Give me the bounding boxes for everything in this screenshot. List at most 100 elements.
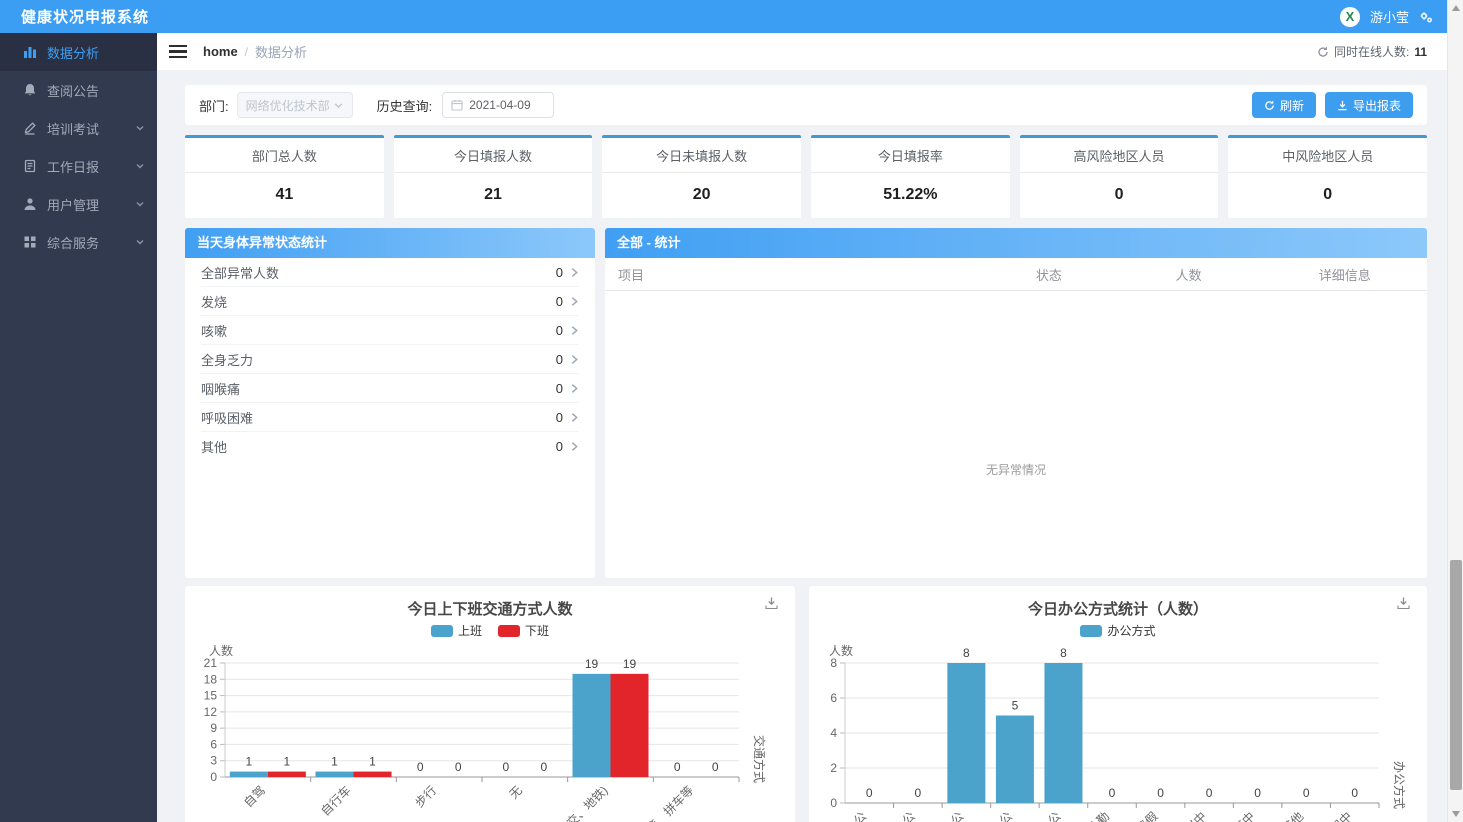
- refresh-circle-icon[interactable]: [1317, 46, 1329, 58]
- svg-text:3: 3: [210, 754, 217, 768]
- breadcrumb-home[interactable]: home: [203, 44, 238, 59]
- settings-gears-icon[interactable]: [1419, 10, 1433, 24]
- chevron-down-icon: [135, 199, 145, 209]
- svg-text:8: 8: [830, 656, 837, 670]
- svg-text:19: 19: [585, 657, 599, 671]
- stat-label: 部门总人数: [185, 138, 384, 173]
- sidebar-item-integrated-services[interactable]: 综合服务: [0, 223, 157, 261]
- sidebar-item-training-exam[interactable]: 培训考试: [0, 109, 157, 147]
- svg-text:0: 0: [1109, 786, 1116, 800]
- stat-card-mid-risk: 中风险地区人员 0: [1228, 135, 1428, 218]
- refresh-button[interactable]: 刷新: [1251, 92, 1316, 118]
- svg-text:0: 0: [210, 770, 217, 784]
- svg-text:自行车: 自行车: [318, 783, 354, 819]
- svg-text:6: 6: [210, 737, 217, 751]
- svg-text:办公方式: 办公方式: [1392, 761, 1407, 809]
- svg-text:公司办公: 公司办公: [922, 809, 967, 822]
- svg-text:0: 0: [1351, 786, 1358, 800]
- abnormal-item-value: 0: [555, 380, 563, 396]
- svg-text:21: 21: [204, 656, 218, 670]
- sidebar-item-label: 培训考试: [47, 121, 100, 137]
- hamburger-menu-icon[interactable]: [169, 44, 187, 59]
- breadcrumb-current: 数据分析: [255, 45, 308, 60]
- chevron-right-icon: [570, 354, 579, 365]
- online-count-value: 11: [1414, 44, 1427, 59]
- scrollbar-thumb[interactable]: [1450, 560, 1462, 790]
- chevron-down-icon: [333, 100, 344, 111]
- user-avatar[interactable]: X: [1339, 6, 1360, 27]
- abnormal-list-item[interactable]: 其他 0: [201, 432, 579, 461]
- vertical-scrollbar[interactable]: [1447, 0, 1463, 822]
- abnormal-panel-title: 当天身体异常状态统计: [185, 228, 595, 258]
- sidebar: 数据分析 查阅公告 培训考试 工作日报: [0, 33, 157, 822]
- svg-text:1: 1: [283, 755, 290, 769]
- legend-item-shangban[interactable]: 上班: [430, 622, 482, 639]
- scroll-up-arrow[interactable]: [1448, 0, 1463, 16]
- svg-text:15: 15: [204, 689, 218, 703]
- export-report-button[interactable]: 导出报表: [1324, 92, 1413, 118]
- svg-text:18: 18: [204, 672, 218, 686]
- svg-text:0: 0: [830, 796, 837, 810]
- stat-value: 0: [1323, 186, 1333, 203]
- sidebar-item-label: 工作日报: [47, 159, 100, 175]
- abnormal-item-value: 0: [555, 351, 563, 367]
- svg-text:19: 19: [623, 657, 637, 671]
- abnormal-item-value: 0: [555, 439, 563, 454]
- sidebar-item-user-management[interactable]: 用户管理: [0, 185, 157, 223]
- commute-bar-chart[interactable]: 0 3 6 9 12 15 18 21 自驾 1 1 自行车 1 1 步行 0 0 无 0 0 公共交通(公交、地铁) 1…: [185, 641, 785, 822]
- svg-text:0: 0: [866, 786, 873, 800]
- department-select-value: 网络优化技术部: [245, 98, 330, 113]
- download-image-icon[interactable]: [1396, 596, 1411, 616]
- column-header-details: 详细信息: [1318, 267, 1371, 283]
- sidebar-item-announcements[interactable]: 查阅公告: [0, 71, 157, 109]
- legend-item-xiaban[interactable]: 下班: [498, 622, 549, 639]
- sidebar-item-daily-report[interactable]: 工作日报: [0, 147, 157, 185]
- online-count-label: 同时在线人数:: [1333, 45, 1410, 59]
- svg-text:请假: 请假: [1134, 809, 1161, 822]
- date-picker[interactable]: 2021-04-09: [442, 92, 555, 118]
- bell-icon: [22, 83, 37, 98]
- abnormal-item-label: 全身乏力: [201, 352, 254, 368]
- svg-text:其他: 其他: [1279, 809, 1306, 822]
- download-image-icon[interactable]: [764, 596, 779, 616]
- legend-label: 下班: [525, 624, 550, 638]
- stat-value: 41: [275, 186, 294, 203]
- svg-text:1: 1: [331, 755, 338, 769]
- sidebar-item-label: 综合服务: [47, 235, 100, 251]
- app-title: 健康状况申报系统: [21, 9, 150, 26]
- workmode-bar-chart[interactable]: 02468远程居家办公0远程宿舍办公0公司办公8驻点办公5客户处办公8外勤0请假…: [809, 641, 1427, 822]
- svg-text:远程居家办公: 远程居家办公: [809, 809, 869, 822]
- stat-card-unreported: 今日未填报人数 20: [602, 135, 802, 218]
- svg-text:5: 5: [1012, 699, 1019, 713]
- abnormal-list-item[interactable]: 呼吸困难 0: [201, 403, 579, 432]
- abnormal-list-item[interactable]: 发烧 0: [201, 287, 579, 316]
- abnormal-status-panel: 当天身体异常状态统计 全部异常人数 0 发烧 0 咳嗽 0 全身乏力 0 咽喉痛 0 呼吸困难 0 其他…: [185, 228, 595, 578]
- svg-text:自驾: 自驾: [241, 783, 268, 810]
- svg-text:2: 2: [830, 761, 837, 775]
- refresh-button-label: 刷新: [1279, 98, 1304, 113]
- department-select[interactable]: 网络优化技术部: [236, 92, 353, 118]
- svg-text:8: 8: [1060, 646, 1067, 660]
- svg-text:步行: 步行: [412, 783, 439, 810]
- svg-text:人数: 人数: [209, 643, 233, 658]
- svg-text:1: 1: [369, 755, 376, 769]
- workmode-chart-card: 今日办公方式统计（人数） 办公方式 02468远程居家办公0远程宿舍办公0公司办…: [809, 586, 1427, 822]
- charts-row: 今日上下班交通方式人数 上班 下班 0 3 6 9 12 15 18 21 自驾 1 1 自行车 1 1 步…: [185, 586, 1427, 822]
- sidebar-item-data-analysis[interactable]: 数据分析: [0, 33, 157, 71]
- stat-label: 今日未填报人数: [602, 138, 802, 173]
- svg-text:4: 4: [830, 726, 837, 740]
- abnormal-list-item[interactable]: 咽喉痛 0: [201, 374, 579, 403]
- main-content: 部门: 网络优化技术部 历史查询: 2021-04-09 刷新: [157, 70, 1447, 822]
- panels-row: 当天身体异常状态统计 全部异常人数 0 发烧 0 咳嗽 0 全身乏力 0 咽喉痛 0 呼吸困难 0 其他…: [185, 228, 1427, 578]
- abnormal-list-item[interactable]: 全身乏力 0: [201, 345, 579, 374]
- breadcrumb-bar: home / 数据分析 同时在线人数: 11: [157, 33, 1447, 70]
- abnormal-item-value: 0: [555, 293, 563, 309]
- abnormal-list-item[interactable]: 全部异常人数 0: [201, 258, 579, 287]
- abnormal-list-item[interactable]: 咳嗽 0: [201, 316, 579, 345]
- scroll-down-arrow[interactable]: [1448, 806, 1463, 822]
- username[interactable]: 游小莹: [1369, 10, 1409, 25]
- legend-item-bangong[interactable]: 办公方式: [1080, 622, 1156, 639]
- svg-text:0: 0: [914, 786, 921, 800]
- svg-text:的士、滴滴、拼车等: 的士、滴滴、拼车等: [609, 783, 696, 822]
- chevron-right-icon: [570, 412, 579, 423]
